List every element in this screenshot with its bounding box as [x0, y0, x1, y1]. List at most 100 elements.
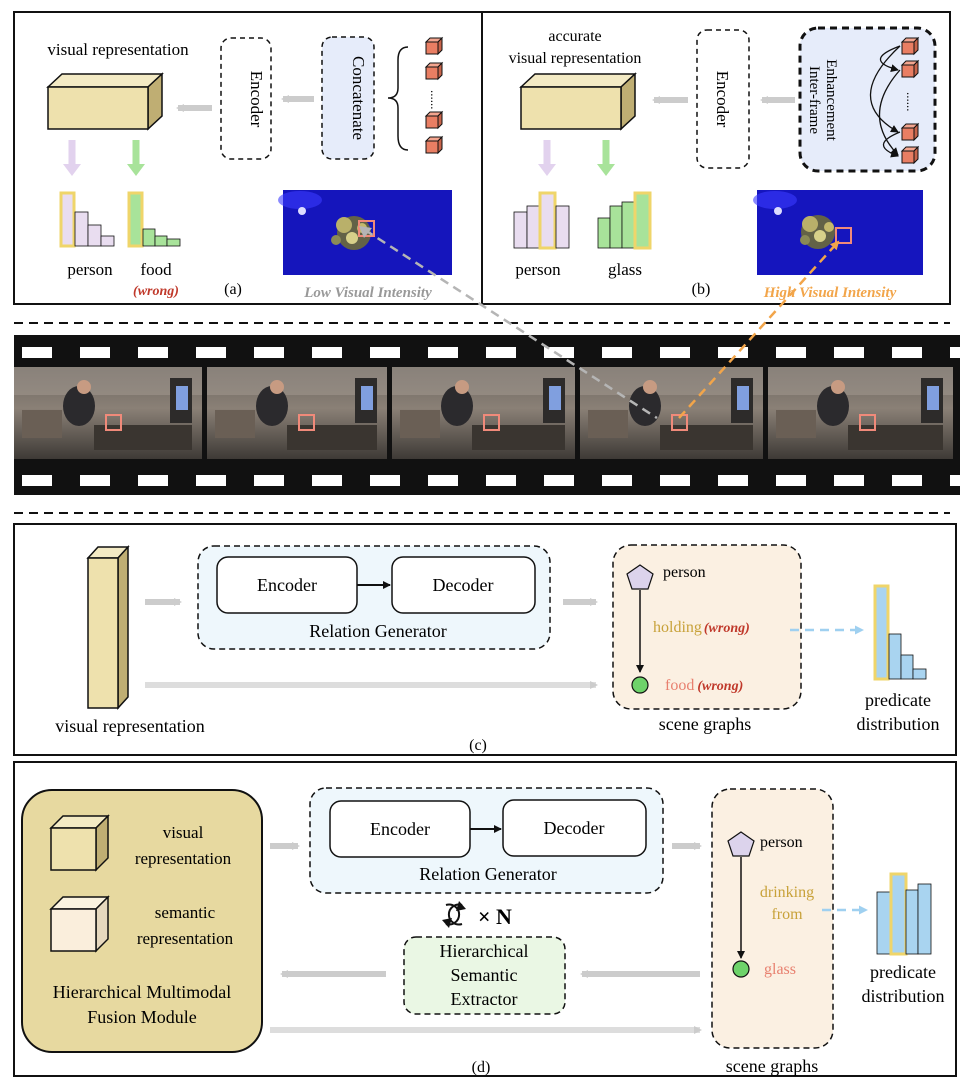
concatenate-label: Concatenate [349, 56, 368, 140]
sprocket-hole [892, 347, 922, 358]
sprocket-hole [22, 475, 52, 486]
frame-token-cubes [424, 36, 444, 155]
sprocket-hole [950, 347, 964, 358]
frame-token-cubes [900, 36, 920, 165]
sprocket-hole [428, 475, 458, 486]
sprocket-hole [950, 475, 964, 486]
feature-cube-icon [49, 814, 110, 872]
decoder-label-c: Decoder [433, 575, 494, 595]
label-glass-b: glass [608, 260, 642, 279]
predicate-label-d-line1: predicate [870, 962, 936, 982]
video-frame [392, 367, 575, 459]
panel-a: visual representation Encoder Concatenat… [13, 11, 483, 305]
panel-c: visual representation Encoder Decoder Re… [13, 523, 957, 756]
sprocket-hole [660, 475, 690, 486]
predicate-distribution-d [876, 872, 932, 956]
encoder-label-d: Encoder [370, 819, 430, 839]
label-wrong-a: (wrong) [133, 284, 179, 299]
feature-column-icon [86, 545, 130, 710]
sprocket-hole [544, 475, 574, 486]
ellipsis-dots: ...... [904, 92, 919, 112]
video-frames [14, 367, 953, 459]
enh-label-line1: Inter-frame [806, 66, 822, 134]
sprocket-hole [138, 347, 168, 358]
sprocket-hole [660, 347, 690, 358]
semantic-cube-icon [49, 895, 110, 953]
film-strip [14, 335, 964, 495]
predicate-label-d-line2: distribution [861, 986, 944, 1006]
panel-d: visual representation semantic represent… [13, 761, 957, 1077]
cycle-icon [442, 901, 466, 928]
scene-graphs-label-d: scene graphs [726, 1056, 818, 1076]
high-intensity-link [678, 240, 840, 419]
decoder-box-c [391, 556, 536, 614]
glass-distribution-b [597, 191, 652, 250]
circle-node-icon [732, 960, 750, 978]
person-distribution-a [59, 191, 115, 248]
low-intensity-link [364, 228, 658, 420]
sprocket-hole [718, 475, 748, 486]
enh-label-line2: Enhancement [823, 59, 839, 141]
video-frame [768, 367, 953, 459]
encoder-box-a [220, 37, 272, 160]
node-wrong-text: (wrong) [697, 679, 743, 694]
sprocket-hole [312, 475, 342, 486]
circle-node-icon [631, 676, 649, 694]
panel-tag-c: (c) [469, 737, 487, 754]
extractor-label-line1: Hierarchical [440, 941, 529, 961]
edge-wrong-text: (wrong) [704, 621, 750, 636]
visual-label-d-line2: representation [135, 849, 232, 868]
extractor-label-line3: Extractor [451, 989, 518, 1009]
fusion-module-label-line1: Hierarchical Multimodal [53, 982, 231, 1002]
low-intensity-label: Low Visual Intensity [303, 285, 432, 301]
visual-representation-label-c: visual representation [55, 716, 204, 736]
sprocket-hole [196, 347, 226, 358]
semantic-extractor-box [403, 936, 566, 1015]
pentagon-node-icon [626, 564, 654, 590]
encoder-label-a: Encoder [247, 71, 266, 128]
node-food-text: food [665, 677, 694, 694]
visual-label-d-line1: visual [163, 823, 204, 842]
sprocket-hole [602, 347, 632, 358]
encoder-label-c: Encoder [257, 575, 317, 595]
node-food-c: food (wrong) [665, 677, 743, 694]
fusion-module-label-line2: Fusion Module [87, 1007, 197, 1027]
ellipsis-dots: ...... [428, 90, 443, 110]
predicate-label-c-line2: distribution [856, 714, 939, 734]
sprocket-hole [138, 475, 168, 486]
feature-cube-icon [46, 72, 164, 131]
panel-b: accurate visual representation Encoder I… [481, 11, 951, 305]
feature-cube-icon [519, 72, 637, 131]
decoder-label-d: Decoder [544, 818, 605, 838]
relation-generator-label-c: Relation Generator [309, 621, 446, 641]
panel-tag-b: (b) [692, 281, 711, 298]
sprocket-holes-bottom [22, 475, 964, 486]
semantic-label-d-line2: representation [137, 929, 234, 948]
sprocket-hole [254, 475, 284, 486]
sprocket-hole [776, 475, 806, 486]
sprocket-hole [602, 475, 632, 486]
panel-tag-d: (d) [472, 1059, 491, 1076]
sprocket-hole [22, 347, 52, 358]
video-frame [580, 367, 763, 459]
sprocket-hole [428, 347, 458, 358]
sprocket-hole [718, 347, 748, 358]
loop-times-n: × N [478, 904, 512, 929]
node-person-c: person [663, 564, 706, 581]
panel-b-title-line1: accurate [548, 28, 601, 45]
video-frame [14, 367, 202, 459]
scene-graph-box-c [612, 544, 802, 710]
node-glass-d: glass [764, 961, 796, 978]
inter-frame-arcs [869, 45, 901, 158]
decoder-box-d [502, 799, 647, 857]
sprocket-hole [80, 475, 110, 486]
inter-frame-enhancement-box [798, 26, 937, 173]
sprocket-hole [486, 475, 516, 486]
sprocket-hole [254, 347, 284, 358]
sprocket-hole [370, 475, 400, 486]
semantic-label-d-line1: semantic [155, 903, 216, 922]
sprocket-hole [370, 347, 400, 358]
edge-drinking-line2: from [771, 906, 803, 923]
sprocket-hole [776, 347, 806, 358]
